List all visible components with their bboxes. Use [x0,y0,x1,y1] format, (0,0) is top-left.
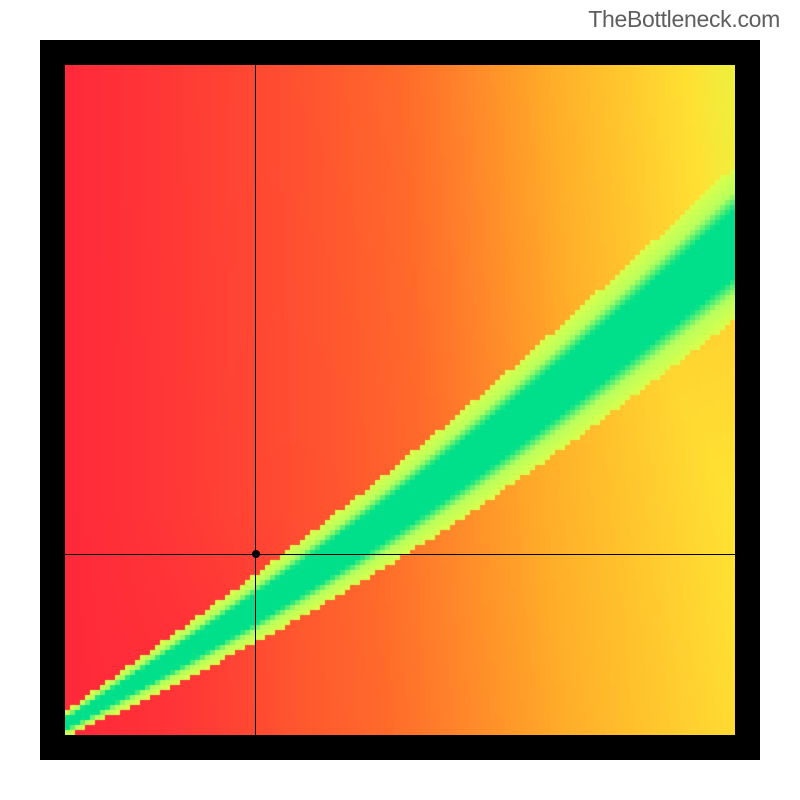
heatmap-canvas [65,65,735,735]
crosshair-horizontal [65,554,735,555]
watermark-text: TheBottleneck.com [588,6,780,33]
data-point-marker [252,550,260,558]
crosshair-vertical [255,65,256,735]
chart-frame [40,40,760,760]
plot-area [65,65,735,735]
